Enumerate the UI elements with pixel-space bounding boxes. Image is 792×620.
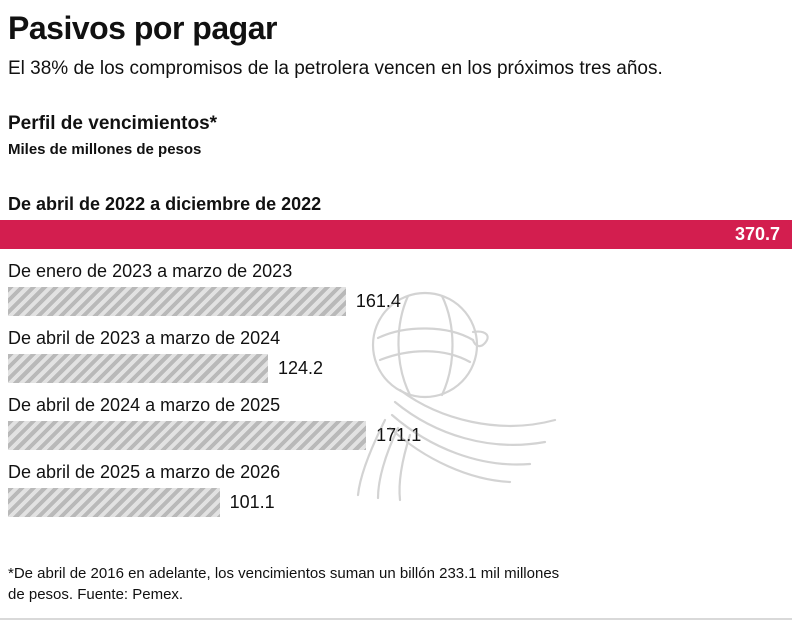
bar-value-label: 171.1 <box>376 425 422 446</box>
bar-row: De abril de 2025 a marzo de 2026 101.1 <box>8 462 784 518</box>
chart-units-label: Miles de millones de pesos <box>8 141 202 159</box>
bar-category-label: De abril de 2024 a marzo de 2025 <box>8 395 281 416</box>
bar <box>8 421 367 451</box>
bar-value-label: 101.1 <box>229 492 275 513</box>
bar-value-label: 370.7 <box>734 224 780 245</box>
chart-title: Perfil de vencimientos* <box>8 113 218 135</box>
bar-row: De abril de 2023 a marzo de 2024 124.2 <box>8 328 784 384</box>
footnote: *De abril de 2016 en adelante, los venci… <box>8 565 560 604</box>
bar <box>0 220 792 250</box>
bar-value-label: 161.4 <box>355 291 401 312</box>
bar-category-label: De enero de 2023 a marzo de 2023 <box>8 261 293 282</box>
bar-category-label: De abril de 2022 a diciembre de 2022 <box>8 194 322 215</box>
page-subtitle: El 38% de los compromisos de la petroler… <box>8 57 663 79</box>
bar-category-label: De abril de 2025 a marzo de 2026 <box>8 462 281 483</box>
bar <box>8 287 346 317</box>
bar-category-label: De abril de 2023 a marzo de 2024 <box>8 328 281 349</box>
bar <box>8 354 268 384</box>
page-title: Pasivos por pagar <box>8 10 277 46</box>
bar <box>8 488 220 518</box>
bar-row: De abril de 2022 a diciembre de 2022 370… <box>0 194 792 250</box>
bar-chart: De abril de 2022 a diciembre de 2022 370… <box>0 194 792 518</box>
bar-row: De enero de 2023 a marzo de 2023 161.4 <box>8 261 784 317</box>
bar-value-label: 124.2 <box>277 358 324 379</box>
bar-row: De abril de 2024 a marzo de 2025 171.1 <box>8 395 784 451</box>
